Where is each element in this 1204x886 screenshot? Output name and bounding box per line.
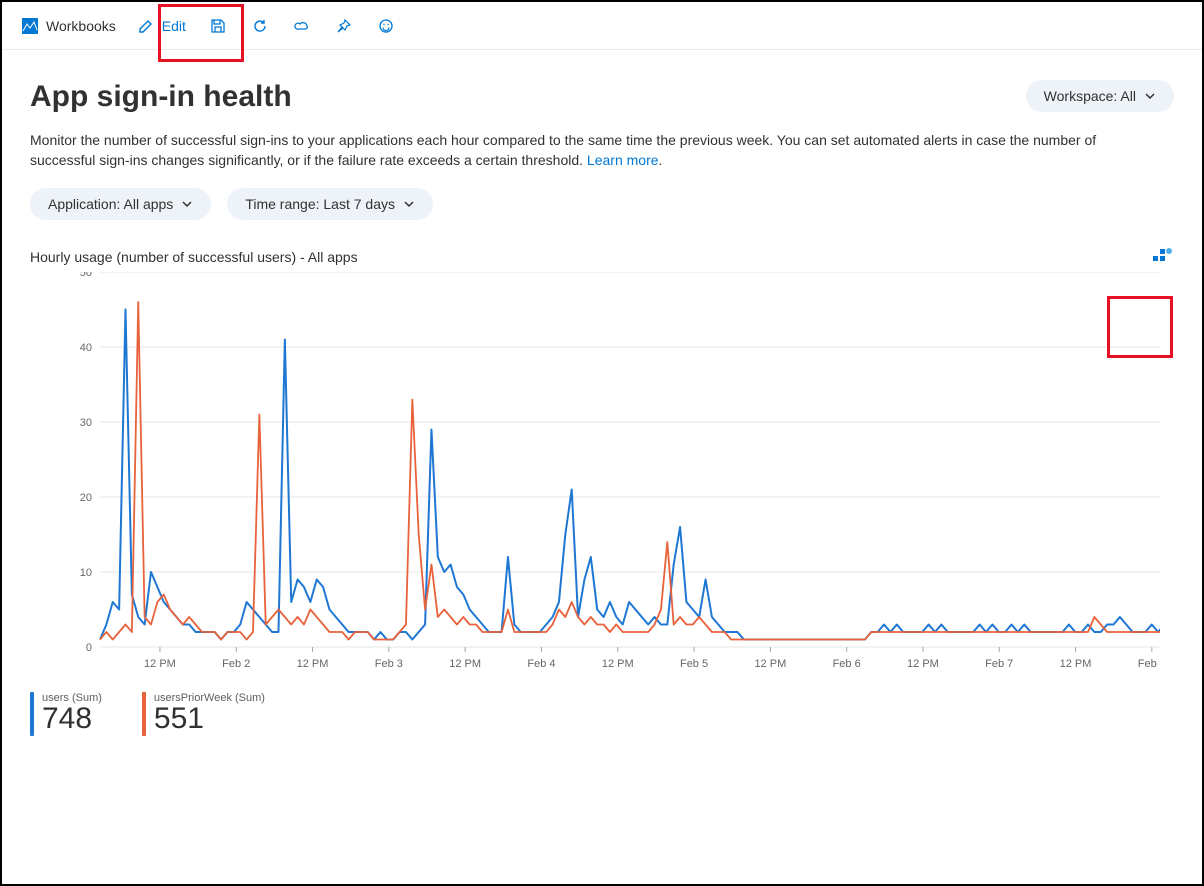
- svg-text:50: 50: [80, 272, 92, 279]
- svg-text:Feb 8: Feb 8: [1138, 658, 1160, 670]
- chevron-down-icon: [403, 198, 415, 210]
- workbooks-label: Workbooks: [46, 18, 116, 34]
- content: App sign-in health Workspace: All Monito…: [2, 50, 1202, 736]
- svg-text:Feb 4: Feb 4: [527, 658, 555, 670]
- svg-text:12 PM: 12 PM: [907, 658, 939, 670]
- chart-wrap: 0 10 20 30 40 50 12 PM Feb 2 12 PM Feb 3 12 PM Feb …: [30, 272, 1174, 682]
- chart-header: Hourly usage (number of successful users…: [30, 248, 1174, 266]
- legend-color-bar: [30, 692, 34, 736]
- workspace-pill[interactable]: Workspace: All: [1026, 80, 1174, 112]
- page-title: App sign-in health: [30, 80, 292, 114]
- chevron-down-icon: [1144, 90, 1156, 102]
- workspace-label: Workspace: All: [1044, 88, 1136, 104]
- svg-text:40: 40: [80, 342, 92, 354]
- toolbar: Workbooks Edit: [2, 2, 1202, 50]
- page-root: Workbooks Edit App sign-in health Worksp…: [0, 0, 1204, 886]
- svg-text:30: 30: [80, 417, 92, 429]
- svg-text:12 PM: 12 PM: [449, 658, 481, 670]
- filters: Application: All apps Time range: Last 7…: [30, 188, 1174, 220]
- svg-text:20: 20: [80, 492, 92, 504]
- pencil-icon: [138, 18, 154, 34]
- application-filter-label: Application: All apps: [48, 196, 173, 212]
- save-button[interactable]: [198, 6, 238, 46]
- svg-text:12 PM: 12 PM: [602, 658, 634, 670]
- svg-text:12 PM: 12 PM: [297, 658, 329, 670]
- timerange-filter[interactable]: Time range: Last 7 days: [227, 188, 433, 220]
- cloud-icon: [294, 18, 310, 34]
- application-filter[interactable]: Application: All apps: [30, 188, 211, 220]
- svg-text:0: 0: [86, 642, 92, 654]
- legend-value: 551: [154, 702, 265, 736]
- smile-icon: [378, 18, 394, 34]
- save-icon: [210, 18, 226, 34]
- svg-text:12 PM: 12 PM: [754, 658, 786, 670]
- alerts-button[interactable]: [282, 6, 322, 46]
- svg-text:Feb 6: Feb 6: [833, 658, 861, 670]
- title-row: App sign-in health Workspace: All: [30, 68, 1174, 120]
- svg-text:12 PM: 12 PM: [1060, 658, 1092, 670]
- legend-item[interactable]: users (Sum)748: [30, 692, 102, 736]
- description-suffix: .: [659, 152, 663, 168]
- line-chart[interactable]: 0 10 20 30 40 50 12 PM Feb 2 12 PM Feb 3 12 PM Feb …: [30, 272, 1160, 682]
- legend-item[interactable]: usersPriorWeek (Sum)551: [142, 692, 265, 736]
- pin-icon: [336, 18, 352, 34]
- log-analytics-icon[interactable]: [1152, 248, 1174, 266]
- svg-text:Feb 2: Feb 2: [222, 658, 250, 670]
- svg-text:12 PM: 12 PM: [144, 658, 176, 670]
- legend-value: 748: [42, 702, 102, 736]
- learn-more-link[interactable]: Learn more: [587, 152, 659, 168]
- refresh-icon: [252, 18, 268, 34]
- svg-text:Feb 7: Feb 7: [985, 658, 1013, 670]
- refresh-button[interactable]: [240, 6, 280, 46]
- workbooks-button[interactable]: Workbooks: [12, 6, 126, 46]
- timerange-filter-label: Time range: Last 7 days: [245, 196, 395, 212]
- chevron-down-icon: [181, 198, 193, 210]
- svg-text:Feb 3: Feb 3: [375, 658, 403, 670]
- legends: users (Sum)748 usersPriorWeek (Sum)551: [30, 692, 1174, 736]
- workbook-icon: [22, 18, 38, 34]
- edit-label: Edit: [162, 18, 186, 34]
- chart-title: Hourly usage (number of successful users…: [30, 249, 358, 265]
- feedback-button[interactable]: [366, 6, 406, 46]
- pin-button[interactable]: [324, 6, 364, 46]
- svg-text:10: 10: [80, 567, 92, 579]
- description: Monitor the number of successful sign-in…: [30, 130, 1150, 170]
- description-text: Monitor the number of successful sign-in…: [30, 132, 1096, 168]
- legend-color-bar: [142, 692, 146, 736]
- svg-text:Feb 5: Feb 5: [680, 658, 708, 670]
- edit-button[interactable]: Edit: [128, 6, 196, 46]
